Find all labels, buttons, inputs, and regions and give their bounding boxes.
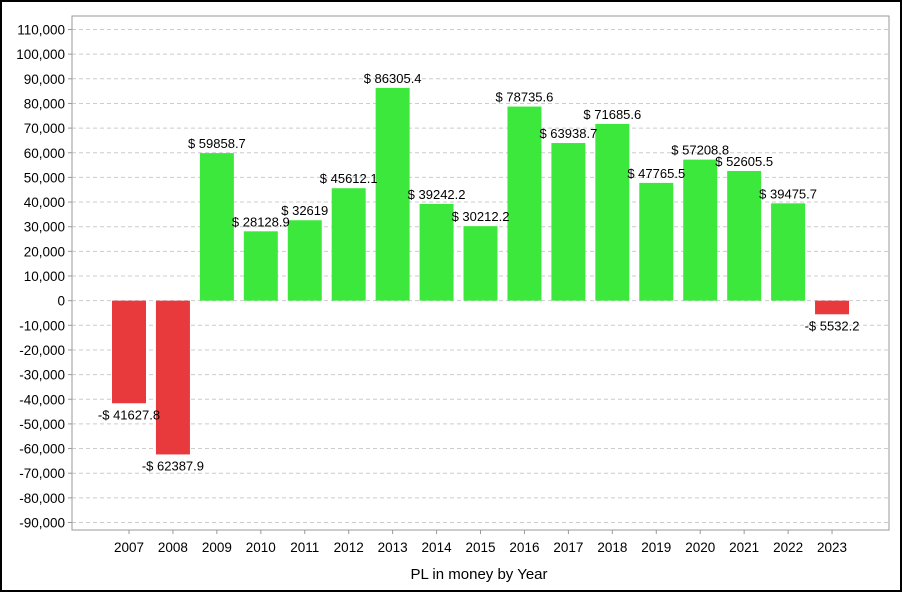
data-label-2017: $ 63938.7 xyxy=(539,126,597,141)
bar-2019[interactable] xyxy=(639,182,674,301)
data-label-2012: $ 45612.1 xyxy=(320,171,378,186)
data-label-2013: $ 86305.4 xyxy=(364,71,422,86)
x-tick-label: 2011 xyxy=(290,540,319,555)
y-tick-label: -70,000 xyxy=(19,466,65,481)
x-tick-label: 2018 xyxy=(597,540,627,555)
bar-2018[interactable] xyxy=(595,123,630,301)
data-label-2018: $ 71685.6 xyxy=(583,107,641,122)
y-tick-label: -20,000 xyxy=(19,343,65,358)
data-label-2007: -$ 41627.8 xyxy=(98,407,160,422)
y-axis-ticks: 110,000 100,000 90,000 80,000 70,000 60,000 50… xyxy=(16,23,72,531)
data-label-2015: $ 30212.2 xyxy=(452,209,510,224)
x-tick-label: 2023 xyxy=(817,540,847,555)
x-tick-label: 2020 xyxy=(685,540,715,555)
data-label-2022: $ 39475.7 xyxy=(759,186,817,201)
data-label-2020: $ 57208.8 xyxy=(671,143,729,158)
data-label-2010: $ 28128.9 xyxy=(232,214,290,229)
bar-2007[interactable] xyxy=(112,300,146,404)
y-tick-label: 0 xyxy=(57,294,65,309)
bar-2011[interactable] xyxy=(287,220,322,301)
x-tick-label: 2022 xyxy=(773,540,803,555)
bar-2017[interactable] xyxy=(551,143,586,301)
bar-2020[interactable] xyxy=(683,159,718,301)
y-tick-label: 80,000 xyxy=(24,96,65,111)
y-tick-label: 50,000 xyxy=(24,170,65,185)
data-label-2014: $ 39242.2 xyxy=(408,187,466,202)
x-tick-label: 2015 xyxy=(465,540,495,555)
y-tick-label: -40,000 xyxy=(19,392,65,407)
y-tick-label: 30,000 xyxy=(24,220,65,235)
bar-2014[interactable] xyxy=(419,203,454,301)
x-tick-label: 2014 xyxy=(422,540,453,555)
bar-2023[interactable] xyxy=(815,300,850,315)
y-tick-label: 90,000 xyxy=(24,72,65,87)
bar-2013[interactable] xyxy=(375,87,410,301)
x-tick-label: 2009 xyxy=(202,540,232,555)
y-tick-label: 20,000 xyxy=(24,244,65,259)
data-label-2021: $ 52605.5 xyxy=(715,154,773,169)
data-label-2011: $ 32619 xyxy=(281,203,328,218)
data-label-2016: $ 78735.6 xyxy=(496,90,554,105)
bar-2022[interactable] xyxy=(771,203,806,301)
data-label-2008: -$ 62387.9 xyxy=(142,458,204,473)
data-labels: -$ 41627.8-$ 62387.9$ 59858.7$ 28128.9$ … xyxy=(98,71,860,474)
x-tick-label: 2010 xyxy=(246,540,276,555)
x-tick-label: 2021 xyxy=(729,540,759,555)
y-tick-label: -50,000 xyxy=(19,417,65,432)
y-tick-label: 40,000 xyxy=(24,195,65,210)
data-label-2023: -$ 5532.2 xyxy=(805,318,860,333)
x-axis-ticks: 2007 2008 2009 2010 2011 2012 2013 2014 2015 2016… xyxy=(114,530,847,555)
x-tick-label: 2017 xyxy=(553,540,583,555)
x-tick-label: 2007 xyxy=(114,540,144,555)
x-tick-label: 2019 xyxy=(641,540,671,555)
x-tick-label: 2012 xyxy=(334,540,364,555)
y-tick-label: -60,000 xyxy=(19,442,65,457)
y-tick-label: -80,000 xyxy=(19,491,65,506)
y-tick-label: 70,000 xyxy=(24,121,65,136)
x-axis-title: PL in money by Year xyxy=(410,566,547,583)
y-tick-label: -10,000 xyxy=(19,318,65,333)
bar-2016[interactable] xyxy=(507,106,542,301)
y-tick-label: 10,000 xyxy=(24,269,65,284)
plot-area-border xyxy=(71,15,890,531)
y-tick-label: -30,000 xyxy=(19,368,65,383)
y-tick-label: -90,000 xyxy=(19,516,65,531)
x-tick-label: 2016 xyxy=(509,540,539,555)
data-label-2009: $ 59858.7 xyxy=(188,136,246,151)
y-tick-label: 100,000 xyxy=(16,47,65,62)
x-tick-label: 2008 xyxy=(158,540,188,555)
bar-2010[interactable] xyxy=(243,231,278,301)
bar-2021[interactable] xyxy=(727,170,762,301)
y-tick-label: 60,000 xyxy=(24,146,65,161)
bar-2009[interactable] xyxy=(199,153,234,301)
bar-2015[interactable] xyxy=(463,226,498,301)
data-label-2019: $ 47765.5 xyxy=(627,166,685,181)
bar-2012[interactable] xyxy=(331,188,366,301)
x-tick-label: 2013 xyxy=(378,540,408,555)
bar-2008[interactable] xyxy=(155,300,190,455)
y-tick-label: 110,000 xyxy=(17,23,65,38)
bars xyxy=(112,87,850,455)
